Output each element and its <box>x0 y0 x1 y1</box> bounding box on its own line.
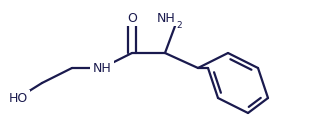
Text: HO: HO <box>7 91 29 105</box>
Text: NH: NH <box>93 61 111 75</box>
Text: HO: HO <box>8 91 28 105</box>
Text: O: O <box>127 11 137 24</box>
Text: NH2: NH2 <box>163 11 193 24</box>
Text: NH: NH <box>91 61 112 75</box>
Text: NH: NH <box>157 11 176 24</box>
Text: O: O <box>127 11 137 24</box>
Text: 2: 2 <box>176 21 182 30</box>
